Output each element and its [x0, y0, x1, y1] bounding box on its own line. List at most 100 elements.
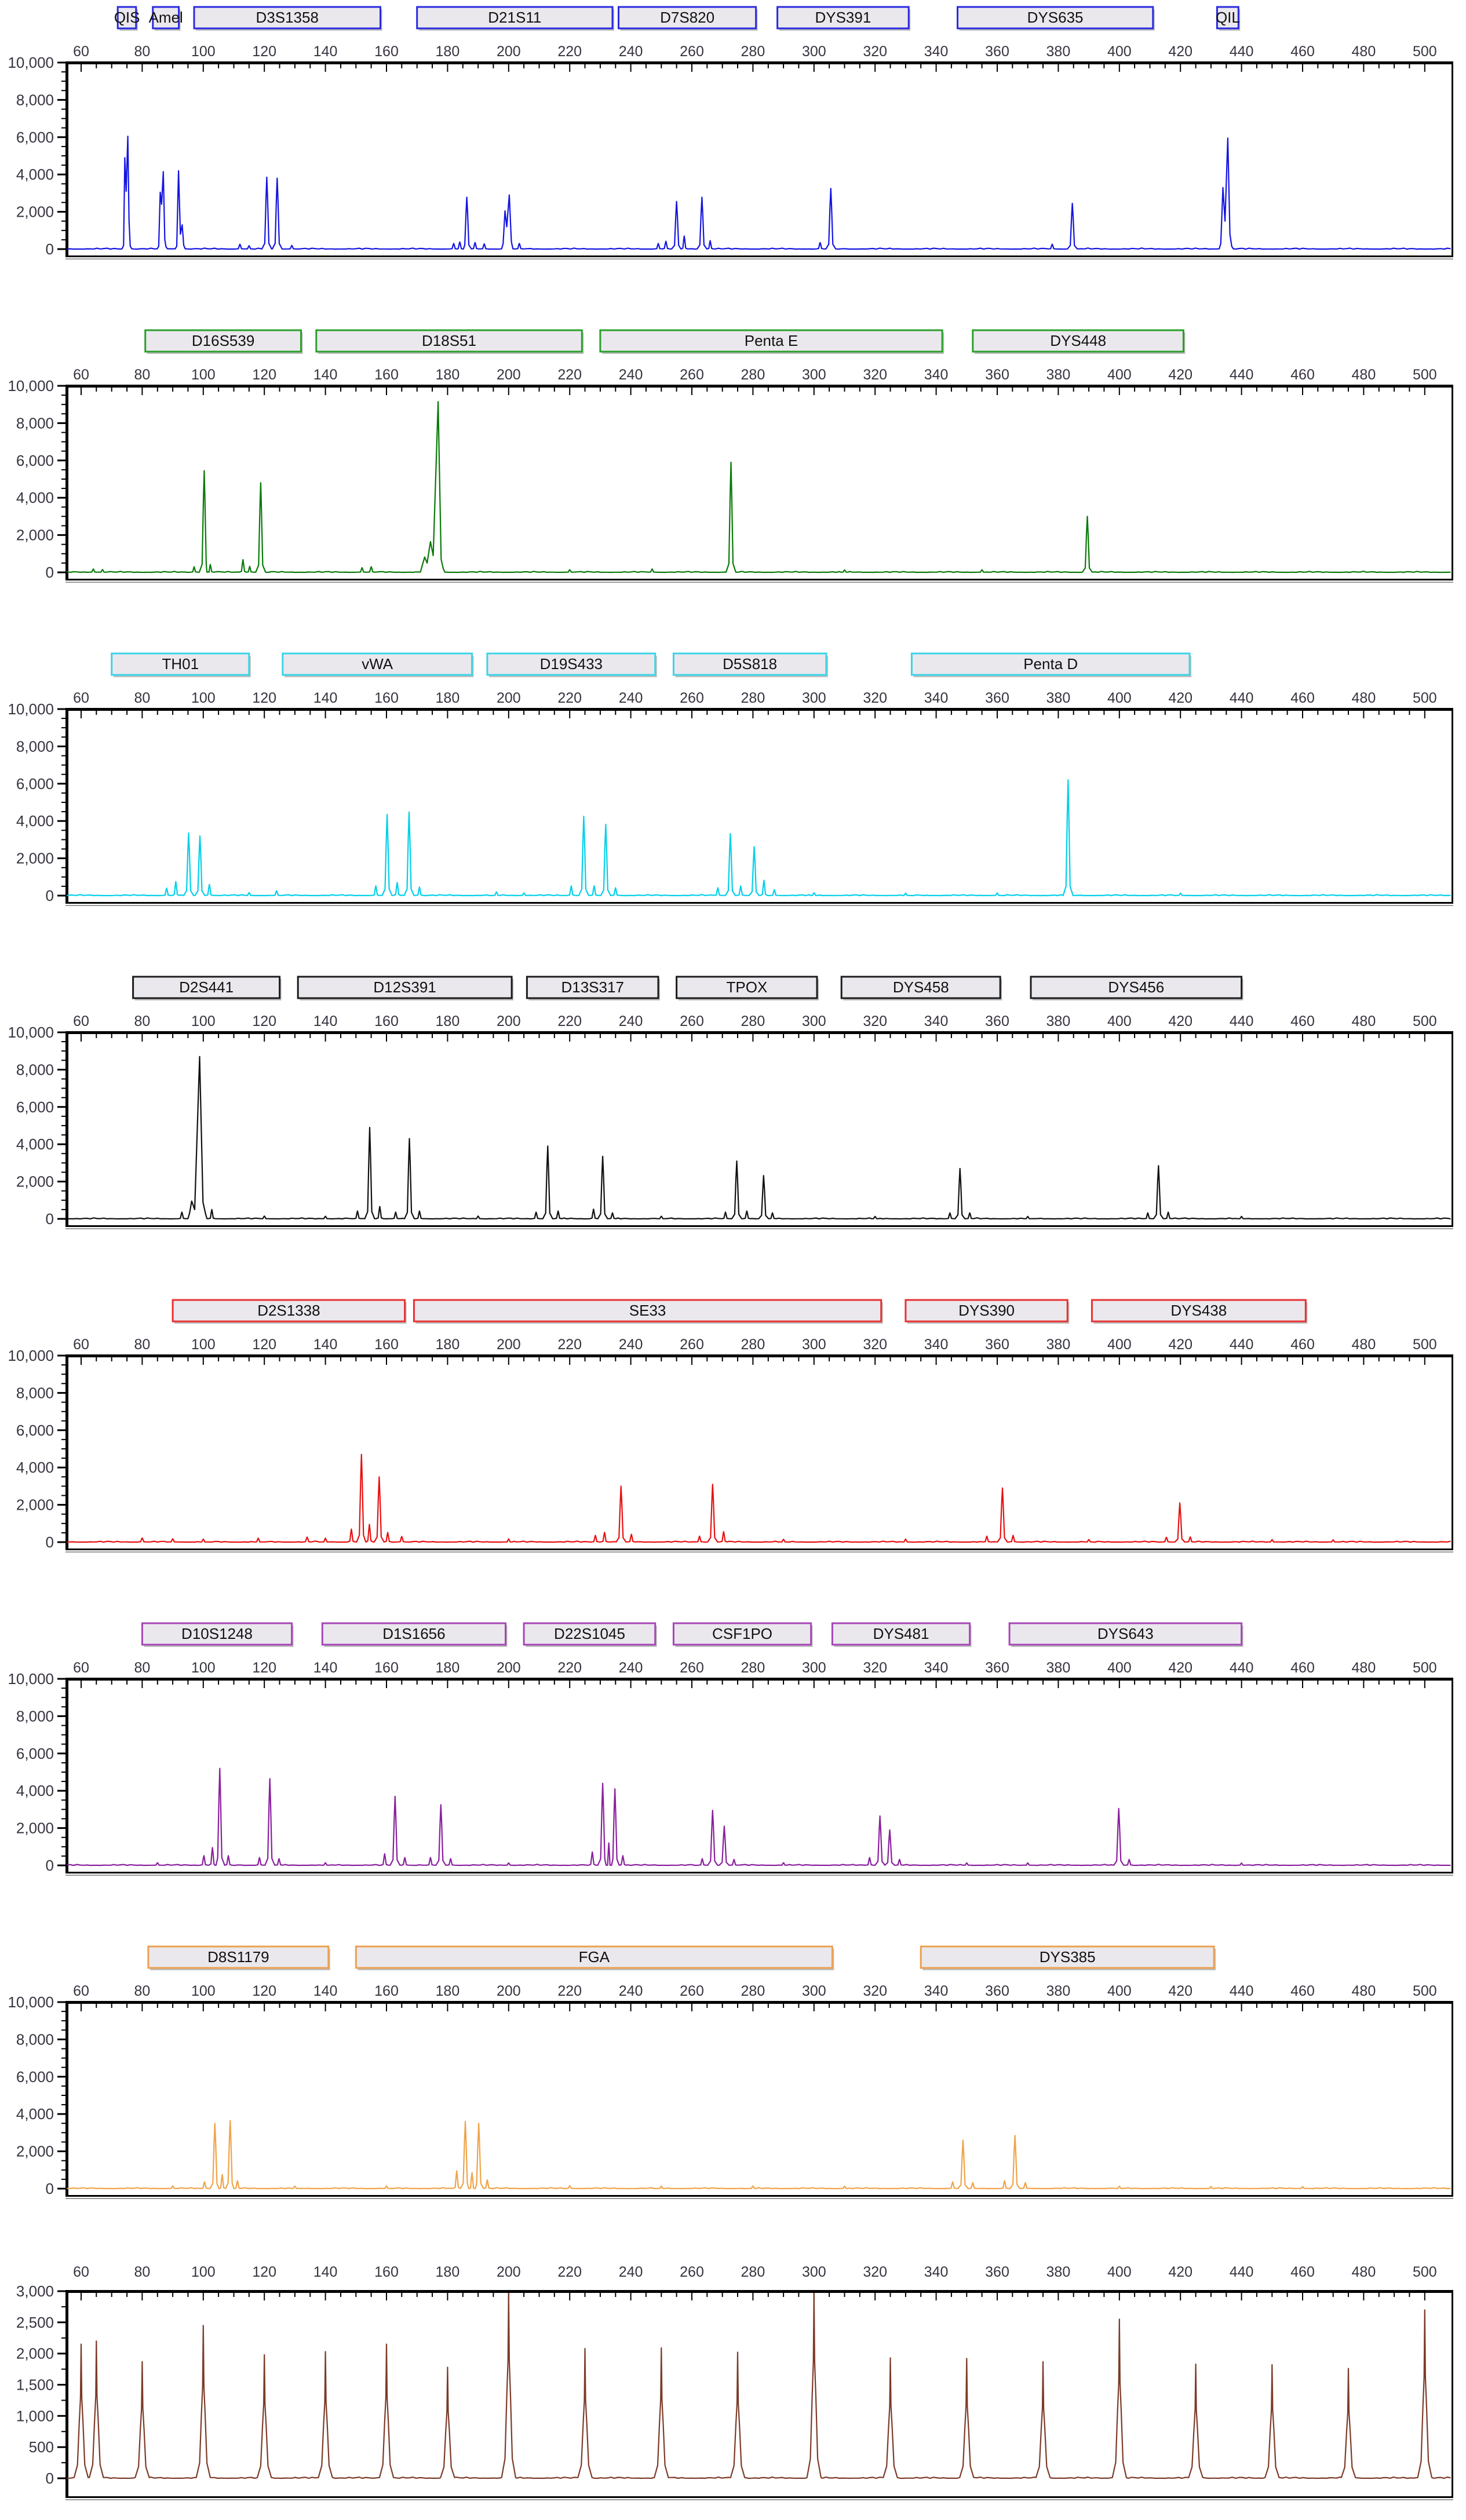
svg-text:440: 440: [1230, 690, 1254, 706]
marker-box-SE33[interactable]: SE33: [413, 1299, 883, 1324]
marker-box-D22S1045[interactable]: D22S1045: [523, 1622, 657, 1647]
svg-text:460: 460: [1290, 367, 1315, 383]
svg-text:240: 240: [619, 1013, 643, 1029]
marker-box-DYS391[interactable]: DYS391: [776, 6, 911, 31]
svg-text:320: 320: [863, 1983, 887, 1999]
svg-text:180: 180: [436, 690, 460, 706]
svg-text:80: 80: [134, 1660, 150, 1676]
svg-text:0: 0: [46, 564, 54, 581]
marker-box-QIL[interactable]: QIL: [1216, 6, 1241, 31]
marker-box-DYS643[interactable]: DYS643: [1008, 1622, 1243, 1647]
marker-label: D16S539: [192, 332, 254, 349]
marker-box-FGA[interactable]: FGA: [355, 1945, 834, 1970]
marker-label: D7S820: [660, 9, 714, 26]
svg-text:160: 160: [374, 43, 399, 60]
marker-box-CSF1PO[interactable]: CSF1PO: [672, 1622, 813, 1647]
marker-box-QIS[interactable]: QIS: [114, 6, 140, 31]
svg-text:380: 380: [1046, 367, 1071, 383]
marker-box-D5S818[interactable]: D5S818: [672, 652, 828, 677]
svg-text:220: 220: [557, 1336, 582, 1353]
svg-text:340: 340: [924, 1983, 949, 1999]
svg-text:10,000: 10,000: [8, 1993, 54, 2011]
marker-label: TPOX: [727, 978, 768, 996]
marker-box-Amel[interactable]: Amel: [149, 6, 183, 31]
svg-text:240: 240: [619, 2264, 643, 2280]
marker-box-D3S1358[interactable]: D3S1358: [193, 6, 382, 31]
marker-box-row: D10S1248 D1S1656 D22S1045 CSF1PO DYS481 DYS64…: [141, 1622, 1243, 1647]
svg-text:60: 60: [73, 690, 89, 706]
marker-box-DYS390[interactable]: DYS390: [905, 1299, 1070, 1324]
marker-box-vWA[interactable]: vWA: [282, 652, 474, 677]
svg-text:120: 120: [252, 367, 276, 383]
svg-text:8,000: 8,000: [16, 737, 54, 755]
marker-box-D18S51[interactable]: D18S51: [315, 329, 584, 354]
marker-box-D13S317[interactable]: D13S317: [526, 976, 660, 1000]
marker-box-DYS438[interactable]: DYS438: [1091, 1299, 1308, 1324]
marker-box-D10S1248[interactable]: D10S1248: [141, 1622, 294, 1647]
svg-text:480: 480: [1352, 1336, 1376, 1353]
marker-label: DYS390: [958, 1302, 1015, 1319]
svg-text:4,000: 4,000: [16, 489, 54, 506]
svg-text:260: 260: [680, 1660, 704, 1676]
marker-box-DYS481[interactable]: DYS481: [831, 1622, 972, 1647]
svg-text:460: 460: [1290, 1660, 1315, 1676]
marker-box-TPOX[interactable]: TPOX: [676, 976, 819, 1000]
svg-text:300: 300: [802, 1983, 826, 1999]
svg-text:500: 500: [1413, 43, 1437, 60]
svg-text:4,000: 4,000: [16, 2105, 54, 2123]
marker-box-DYS458[interactable]: DYS458: [840, 976, 1002, 1000]
panel-black: D2S441 D12S391 D13S317 TPOX DYS458 DYS456 60 80…: [8, 976, 1453, 1229]
svg-text:0: 0: [46, 1533, 54, 1551]
svg-text:10,000: 10,000: [8, 54, 54, 71]
marker-label: DYS438: [1170, 1302, 1227, 1319]
x-axis: 60 80 100 120 140 160 180 200 220 240 260 280 300 320…: [73, 1660, 1437, 1688]
marker-label: DYS385: [1040, 1948, 1096, 1966]
svg-text:100: 100: [191, 2264, 216, 2280]
svg-text:220: 220: [557, 367, 582, 383]
marker-box-D7S820[interactable]: D7S820: [618, 6, 758, 31]
svg-text:220: 220: [557, 1013, 582, 1029]
marker-box-DYS635[interactable]: DYS635: [957, 6, 1155, 31]
x-axis: 60 80 100 120 140 160 180 200 220 240 260 280 300 320…: [73, 1336, 1437, 1365]
svg-text:420: 420: [1168, 367, 1193, 383]
plot-frame: [65, 2290, 1453, 2500]
marker-label: D5S818: [723, 655, 777, 673]
svg-text:2,500: 2,500: [16, 2314, 54, 2331]
svg-text:260: 260: [680, 43, 704, 60]
marker-box-DYS448[interactable]: DYS448: [972, 329, 1186, 354]
svg-text:200: 200: [497, 1983, 521, 1999]
svg-text:4,000: 4,000: [16, 1782, 54, 1799]
svg-text:320: 320: [863, 690, 887, 706]
svg-text:2,000: 2,000: [16, 527, 54, 544]
svg-text:300: 300: [802, 2264, 826, 2280]
marker-box-D16S539[interactable]: D16S539: [144, 329, 303, 354]
marker-box-D12S391[interactable]: D12S391: [297, 976, 514, 1000]
svg-text:120: 120: [252, 1983, 276, 1999]
svg-text:440: 440: [1230, 367, 1254, 383]
x-axis: 60 80 100 120 140 160 180 200 220 240 260 280 300 320…: [73, 690, 1437, 718]
svg-text:420: 420: [1168, 1660, 1193, 1676]
svg-text:380: 380: [1046, 1013, 1071, 1029]
svg-text:180: 180: [436, 1983, 460, 1999]
marker-box-D2S441[interactable]: D2S441: [132, 976, 282, 1000]
x-axis: 60 80 100 120 140 160 180 200 220 240 260 280 300 320…: [73, 43, 1437, 72]
svg-text:1,500: 1,500: [16, 2376, 54, 2394]
marker-box-DYS385[interactable]: DYS385: [920, 1945, 1216, 1970]
marker-box-D21S11[interactable]: D21S11: [416, 6, 614, 31]
marker-box-TH01[interactable]: TH01: [111, 652, 251, 677]
trace-orange: [67, 2120, 1451, 2190]
marker-box-D8S1179[interactable]: D8S1179: [147, 1945, 330, 1970]
marker-box-D19S433[interactable]: D19S433: [486, 652, 657, 677]
svg-text:160: 160: [374, 367, 399, 383]
x-axis: 60 80 100 120 140 160 180 200 220 240 260 280 300 320…: [73, 367, 1437, 395]
svg-text:300: 300: [802, 1336, 826, 1353]
svg-text:280: 280: [741, 1660, 765, 1676]
marker-box-DYS456[interactable]: DYS456: [1030, 976, 1243, 1000]
marker-box-row: TH01 vWA D19S433 D5S818 Penta D: [111, 652, 1191, 677]
svg-text:200: 200: [497, 367, 521, 383]
marker-box-D2S1338[interactable]: D2S1338: [172, 1299, 407, 1324]
marker-box-Penta E[interactable]: Penta E: [599, 329, 944, 354]
marker-box-D1S1656[interactable]: D1S1656: [321, 1622, 508, 1647]
svg-text:180: 180: [436, 1660, 460, 1676]
marker-box-Penta D[interactable]: Penta D: [910, 652, 1191, 677]
